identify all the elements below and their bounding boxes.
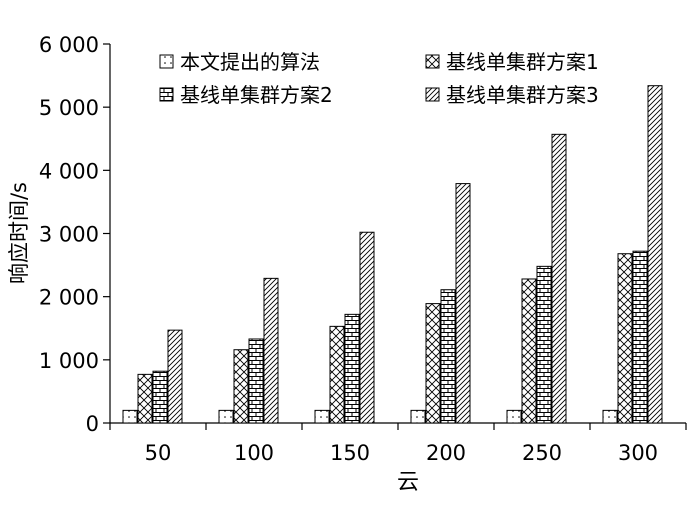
x-tick-label: 300 [618, 441, 658, 465]
bar-series-3 [632, 250, 648, 424]
x-tick-label: 150 [330, 441, 370, 465]
bar-series-4 [551, 133, 567, 424]
bar-series-2 [425, 303, 441, 424]
y-ticks: 0 1 000 2 000 3 000 4 000 5 000 6 000 [39, 33, 110, 436]
bar-series-2 [233, 349, 249, 424]
x-tick-label: 50 [145, 441, 172, 465]
legend-swatch [159, 87, 174, 102]
y-tick-label: 2 000 [39, 286, 99, 310]
bar-series-4 [647, 85, 663, 424]
legend-label: 本文提出的算法 [180, 50, 320, 74]
bars [122, 85, 663, 424]
bar-series-2 [521, 278, 537, 424]
bar-series-4 [263, 277, 279, 424]
bar-series-2 [137, 373, 153, 424]
bar-series-3 [248, 338, 264, 424]
y-tick-label: 5 000 [39, 96, 99, 120]
legend: 本文提出的算法 基线单集群方案1 基线单集群方案2 基线单集群方案3 [159, 50, 599, 107]
y-tick-label: 6 000 [39, 33, 99, 57]
y-tick-label: 4 000 [39, 159, 99, 183]
bar-series-1 [506, 409, 522, 424]
y-tick-label: 3 000 [39, 223, 99, 247]
legend-swatch [425, 87, 440, 102]
bar-series-1 [218, 409, 234, 424]
legend-label: 基线单集群方案1 [446, 50, 599, 74]
x-tick-label: 250 [522, 441, 562, 465]
bar-series-3 [536, 265, 552, 424]
x-tick-label: 200 [426, 441, 466, 465]
legend-swatch [425, 54, 440, 69]
bar-series-2 [617, 253, 633, 424]
bar-series-1 [410, 409, 426, 424]
bar-series-2 [329, 325, 345, 424]
x-axis-label: 云 [397, 470, 419, 495]
legend-swatch [159, 54, 174, 69]
y-tick-label: 1 000 [39, 349, 99, 373]
bar-series-3 [344, 313, 360, 424]
bar-series-1 [122, 409, 138, 424]
x-tick-label: 100 [234, 441, 274, 465]
bar-series-4 [167, 329, 183, 424]
bar-series-3 [152, 370, 168, 424]
bar-series-3 [440, 289, 456, 424]
legend-label: 基线单集群方案3 [446, 83, 599, 107]
legend-label: 基线单集群方案2 [180, 83, 333, 107]
y-tick-label: 0 [86, 412, 99, 436]
bar-series-1 [314, 409, 330, 424]
bar-series-4 [359, 231, 375, 424]
bar-series-4 [455, 183, 471, 424]
bar-series-1 [602, 409, 618, 424]
x-ticks: 50 100 150 200 250 300 [109, 423, 687, 465]
y-axis-label: 响应时间/s [7, 182, 31, 284]
